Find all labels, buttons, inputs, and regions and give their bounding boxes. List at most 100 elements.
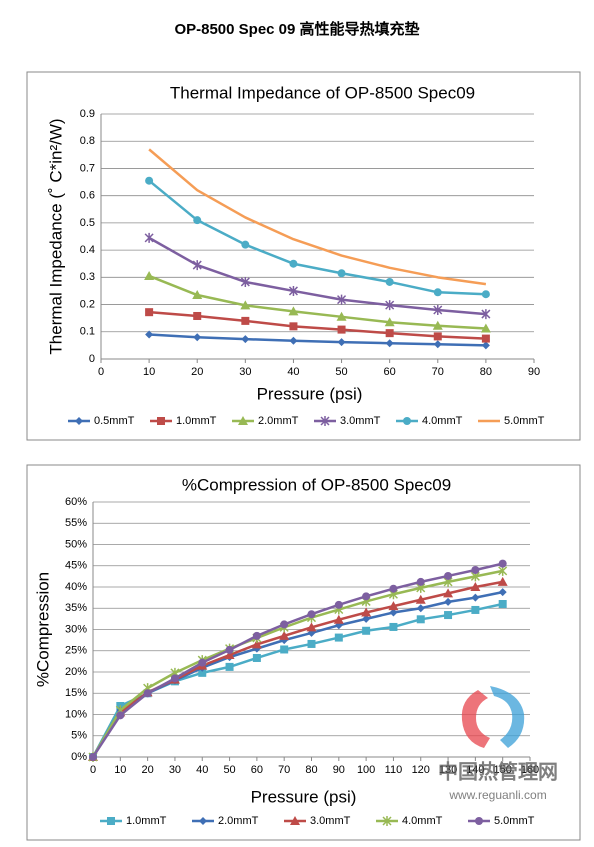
x-tick-label: 60	[251, 764, 263, 776]
series-line	[91, 562, 503, 758]
y-tick-label: 35%	[65, 602, 87, 614]
marker	[279, 630, 290, 640]
marker	[199, 817, 207, 825]
marker	[145, 176, 154, 185]
y-tick-label: 0.6	[80, 190, 95, 202]
marker	[416, 615, 425, 624]
series-line	[91, 569, 503, 758]
marker	[157, 417, 165, 425]
y-tick-label: 0.8	[80, 135, 95, 147]
y-tick-label: 0.4	[80, 244, 95, 256]
y-tick-label: 0.5	[80, 217, 95, 229]
x-tick-label: 90	[528, 366, 540, 378]
marker	[433, 340, 442, 349]
marker	[333, 614, 344, 624]
marker	[361, 607, 372, 617]
x-tick-label: 140	[466, 764, 484, 776]
x-tick-label: 30	[239, 366, 251, 378]
y-tick-label: 45%	[65, 560, 87, 572]
y-tick-label: 60%	[65, 496, 87, 508]
marker	[385, 277, 394, 286]
y-tick-label: 0	[89, 353, 95, 365]
marker	[497, 576, 508, 586]
marker	[389, 584, 398, 593]
marker	[251, 639, 262, 649]
x-tick-label: 40	[196, 764, 208, 776]
marker	[389, 608, 398, 617]
y-tick-label: 0.9	[80, 108, 95, 120]
marker	[240, 276, 250, 287]
marker	[193, 333, 202, 342]
x-tick-label: 0	[90, 764, 96, 776]
chart: %Compression of OP-8500 Spec09 0% 5% 10% 15%…	[33, 475, 539, 826]
y-tick-label: 55%	[65, 517, 87, 529]
chart-title: Thermal Impedance of OP-8500 Spec09	[170, 83, 475, 102]
marker	[432, 320, 443, 330]
marker	[241, 240, 250, 249]
marker	[145, 330, 154, 339]
marker	[384, 317, 395, 327]
x-tick-label: 20	[142, 764, 154, 776]
legend-label: 4.0mmT	[422, 415, 463, 427]
charts: Thermal Impedance of OP-8500 Spec09 0 0.1 0…	[33, 83, 544, 826]
marker	[481, 309, 491, 320]
marker	[252, 631, 261, 640]
x-tick-label: 0	[98, 366, 104, 378]
x-tick-label: 40	[287, 366, 299, 378]
marker	[444, 571, 453, 580]
y-tick-label: 10%	[65, 708, 87, 720]
chart-title: %Compression of OP-8500 Spec09	[182, 475, 451, 494]
marker	[471, 605, 480, 614]
marker	[498, 588, 507, 597]
x-tick-label: 10	[114, 764, 126, 776]
marker	[385, 339, 394, 348]
marker	[289, 259, 298, 268]
marker	[498, 600, 507, 608]
y-tick-label: 40%	[65, 581, 87, 593]
marker	[385, 329, 394, 338]
watermark-logo	[461, 690, 490, 748]
x-axis-title: Pressure (psi)	[257, 384, 363, 403]
x-tick-label: 20	[191, 366, 203, 378]
marker	[307, 610, 316, 619]
y-tick-label: 0.2	[80, 298, 95, 310]
legend-label: 4.0mmT	[402, 815, 443, 827]
marker	[192, 290, 203, 300]
x-tick-label: 160	[521, 764, 539, 776]
marker	[252, 653, 261, 662]
legend-label: 1.0mmT	[126, 815, 167, 827]
x-tick-label: 60	[384, 366, 396, 378]
marker	[433, 305, 443, 315]
marker	[433, 288, 442, 297]
x-tick-label: 50	[223, 764, 235, 776]
y-tick-label: 5%	[71, 730, 87, 742]
x-tick-label: 80	[305, 764, 317, 776]
x-tick-label: 120	[412, 764, 430, 776]
marker	[198, 668, 207, 677]
series-line	[148, 236, 486, 316]
marker	[433, 332, 442, 341]
series-line	[148, 148, 487, 286]
marker	[385, 300, 395, 311]
marker	[320, 416, 330, 426]
y-tick-label: 50%	[65, 538, 87, 550]
marker	[238, 416, 248, 425]
marker	[193, 216, 202, 225]
series-line	[149, 310, 486, 340]
marker	[481, 334, 490, 343]
marker	[280, 645, 289, 654]
legend-label: 3.0mmT	[340, 415, 381, 427]
marker	[444, 611, 453, 620]
marker	[471, 593, 480, 602]
legend-label: 1.0mmT	[176, 415, 217, 427]
marker	[143, 689, 152, 698]
marker	[225, 662, 234, 671]
x-axis-title: Pressure (psi)	[251, 787, 357, 806]
x-tick-label: 110	[385, 764, 403, 776]
x-tick-label: 30	[169, 764, 181, 776]
marker	[416, 604, 425, 613]
y-tick-label: 0.7	[80, 162, 95, 174]
watermark-name: 中国热管理网	[438, 759, 558, 783]
x-tick-label: 10	[143, 366, 155, 378]
